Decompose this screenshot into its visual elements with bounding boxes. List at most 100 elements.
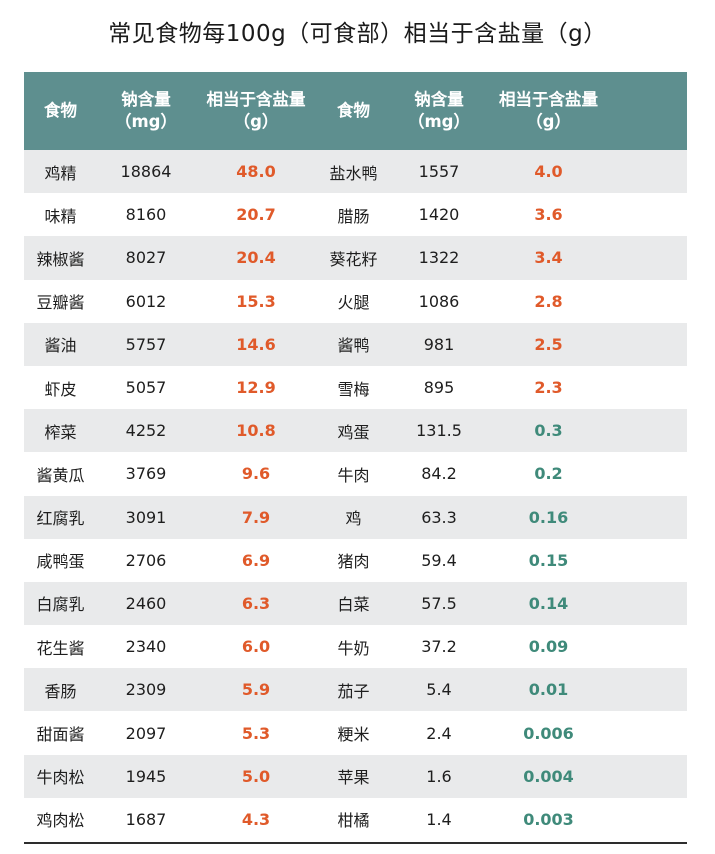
food-cell: 盐水鸭 [329,163,378,183]
salt-cell: 4.3 [241,809,271,829]
sodium-cell: 18864 [120,162,172,182]
sodium-cell: 131.5 [416,421,462,441]
sodium-cell: 5057 [125,378,167,398]
salt-cell: 3.4 [534,248,563,268]
food-cell: 火腿 [337,293,370,313]
table-row: 香肠 2309 5.9 茄子 5.4 0.01 [24,668,687,712]
header-sodium-left: 钠含量 （mg） [114,90,177,131]
table-row: 鸡肉松 1687 4.3 柑橘 1.4 0.003 [24,797,687,841]
salt-cell: 0.01 [528,680,569,700]
food-cell: 猪肉 [337,552,370,572]
sodium-cell: 4252 [125,421,167,441]
sodium-cell: 3091 [125,507,167,527]
sodium-cell: 2340 [125,637,167,657]
salt-cell: 5.3 [241,723,271,743]
food-cell: 柑橘 [337,811,370,831]
salt-cell: 14.6 [236,334,276,354]
salt-cell: 2.8 [534,291,563,311]
sodium-cell: 1086 [418,291,460,311]
table-row: 味精 8160 20.7 腊肠 1420 3.6 [24,193,687,237]
sodium-cell: 59.4 [421,550,457,570]
table-row: 榨菜 4252 10.8 鸡蛋 131.5 0.3 [24,409,687,453]
salt-cell: 6.0 [241,637,271,657]
table-body: 鸡精 18864 48.0 盐水鸭 1557 4.0 味精 8160 20.7 腊肠 1420 3.6… [24,150,687,841]
food-cell: 辣椒酱 [36,249,85,269]
header-sodium-right: 钠含量 （mg） [407,90,470,131]
food-cell: 牛奶 [337,638,370,658]
table-row: 鸡精 18864 48.0 盐水鸭 1557 4.0 [24,150,687,194]
salt-cell: 6.3 [241,593,271,613]
food-cell: 咸鸭蛋 [36,552,85,572]
salt-cell: 4.0 [534,162,563,182]
salt-cell: 0.09 [528,637,569,657]
header-salt-left: 相当于含盐量 （g） [206,90,306,131]
salt-cell: 48.0 [236,162,276,182]
sodium-cell: 1557 [418,162,460,182]
salt-cell: 5.9 [241,680,271,700]
table-row: 酱油 5757 14.6 酱鸭 981 2.5 [24,322,687,366]
sodium-cell: 5.4 [426,680,452,700]
salt-cell: 0.16 [528,507,569,527]
food-cell: 雪梅 [337,379,370,399]
salt-cell: 20.4 [236,248,276,268]
table-row: 辣椒酱 8027 20.4 葵花籽 1322 3.4 [24,236,687,280]
salt-cell: 3.6 [534,205,563,225]
table-row: 红腐乳 3091 7.9 鸡 63.3 0.16 [24,495,687,539]
salt-cell: 0.14 [528,593,569,613]
sodium-cell: 3769 [125,464,167,484]
sodium-cell: 2460 [125,593,167,613]
food-cell: 酱鸭 [337,336,370,356]
food-cell: 红腐乳 [36,509,85,529]
salt-cell: 0.004 [523,766,574,786]
salt-cell: 0.15 [528,550,569,570]
food-cell: 苹果 [337,768,370,788]
sodium-cell: 1945 [125,766,167,786]
salt-cell: 9.6 [241,464,271,484]
sodium-cell: 2097 [125,723,167,743]
header-salt-right: 相当于含盐量 （g） [499,90,598,131]
salt-cell: 12.9 [236,378,276,398]
table-row: 咸鸭蛋 2706 6.9 猪肉 59.4 0.15 [24,538,687,582]
salt-cell: 20.7 [236,205,276,225]
food-cell: 虾皮 [44,379,77,399]
table-row: 白腐乳 2460 6.3 白菜 57.5 0.14 [24,581,687,626]
sodium-cell: 1.4 [426,809,452,829]
sodium-cell: 1.6 [426,766,452,786]
header-food-left: 食物 [44,101,77,120]
food-cell: 鸡蛋 [337,422,370,442]
salt-cell: 0.3 [534,421,563,441]
salt-cell: 0.003 [523,809,574,829]
salt-cell: 0.2 [534,464,563,484]
food-cell: 牛肉 [337,465,370,485]
food-cell: 鸡肉松 [36,811,85,831]
salt-cell: 15.3 [236,291,276,311]
sodium-cell: 5757 [125,334,167,354]
sodium-cell: 6012 [125,291,167,311]
food-cell: 味精 [44,206,77,226]
food-cell: 白菜 [337,595,370,615]
food-cell: 豆瓣酱 [36,293,85,313]
sodium-cell: 1322 [418,248,460,268]
sodium-cell: 8027 [125,248,167,268]
food-cell: 腊肠 [337,206,370,226]
sodium-cell: 84.2 [421,464,457,484]
food-cell: 牛肉松 [36,768,85,788]
food-cell: 茄子 [337,681,370,701]
sodium-cell: 2.4 [426,723,452,743]
table-row: 酱黄瓜 3769 9.6 牛肉 84.2 0.2 [24,452,687,496]
table-row: 虾皮 5057 12.9 雪梅 895 2.3 [24,365,687,410]
table-header: 食物 钠含量 （mg） 相当于含盐量 （g） 食物 钠含量 （mg） 相当于含盐… [24,72,687,150]
sodium-cell: 1420 [418,205,460,225]
page-title: 常见食物每100g（可食部）相当于含盐量（g） [108,21,607,47]
salt-cell: 6.9 [241,550,271,570]
salt-cell: 7.9 [241,507,271,527]
sodium-cell: 37.2 [421,637,457,657]
sodium-cell: 895 [423,378,455,398]
food-cell: 甜面酱 [36,725,85,745]
table-bottom-rule [24,842,687,844]
sodium-cell: 63.3 [421,507,457,527]
sodium-cell: 57.5 [421,593,457,613]
salt-cell: 2.5 [534,334,563,354]
food-cell: 香肠 [44,681,77,701]
sodium-cell: 981 [423,334,455,354]
